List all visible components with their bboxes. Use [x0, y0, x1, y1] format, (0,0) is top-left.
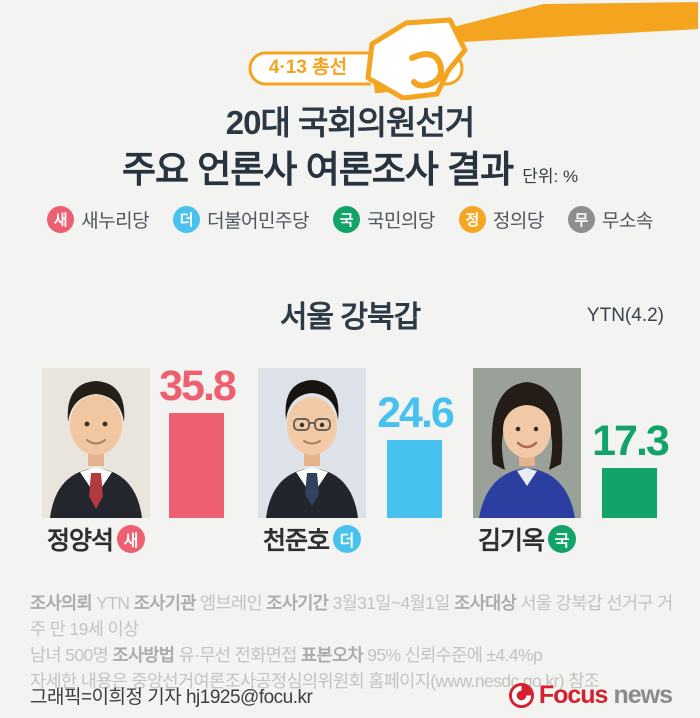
focusnews-logo: Focus news	[508, 681, 673, 710]
survey-note-line3: 자세한 내용은 중앙선거여론조사공정심의위원회 홈페이지(www.nesdc.g…	[30, 671, 600, 691]
logo-text-news: news	[613, 681, 673, 709]
party-legend: 새 새누리당 더 더불어민주당 국 국민의당 정 정의당 무 무소속	[0, 206, 700, 233]
bar-value-label: 17.3	[592, 417, 670, 465]
page-title-line2: 주요 언론사 여론조사 결과	[121, 149, 514, 190]
bar-value-label: 24.6	[377, 389, 455, 437]
bar-value-label: 35.8	[159, 362, 237, 410]
election-date-badge: 4·13 총선	[268, 57, 348, 78]
candidate-photo-kimgiok	[473, 368, 581, 518]
bar-kimgiok	[602, 468, 657, 518]
candidate-name: 김기옥	[477, 527, 545, 555]
bar-cheonjunho	[387, 440, 442, 518]
candidate-name-row: 김기옥 국	[453, 521, 601, 557]
party-badge-icon: 새	[47, 206, 75, 233]
candidate-photo-cheonjunho	[258, 368, 366, 518]
candidate-name-row: 천준호 더	[238, 521, 386, 557]
focusnews-logo-icon	[508, 682, 534, 709]
survey-note-line1: 조사의뢰 YTN 조사기관 엠브레인 조사기간 3월31일~4월1일 조사대상 …	[30, 593, 673, 639]
party-badge-icon: 정	[458, 206, 486, 233]
party-badge-icon: 무	[567, 206, 595, 233]
survey-note-line2: 남녀 500명 조사방법 유·무선 전화면접 표본오차 95% 신뢰수준에 ±4…	[30, 645, 543, 665]
page-title-line1: 20대 국회의원선거	[225, 104, 475, 141]
party-badge-icon: 국	[332, 206, 360, 233]
legend-item-minjoo: 더 더불어민주당	[173, 206, 309, 233]
logo-text-focus: Focus	[538, 681, 609, 709]
thumb-curl	[409, 51, 445, 89]
poll-source-label: YTN(4.2)	[586, 305, 664, 326]
legend-label: 국민의당	[366, 211, 435, 232]
legend-label: 새누리당	[81, 211, 150, 232]
candidate-photo-jungyangseok	[42, 368, 150, 518]
candidate-name: 정양석	[46, 527, 114, 555]
page-title-row: 주요 언론사 여론조사 결과 단위: %	[0, 139, 700, 193]
party-badge-icon: 새	[117, 525, 145, 553]
candidate-name: 천준호	[262, 527, 330, 555]
bar-jungyangseok	[169, 413, 224, 518]
legend-label: 정의당	[492, 211, 544, 232]
candidate-name-row: 정양석 새	[22, 521, 170, 557]
graphic-credit: 그래픽=이희정 기자 hj1925@focu.kr	[30, 687, 313, 708]
legend-label: 더불어민주당	[207, 211, 309, 232]
legend-label: 무소속	[601, 211, 653, 232]
unit-label: 단위: %	[522, 167, 579, 186]
legend-item-kukmin: 국 국민의당	[332, 206, 435, 233]
district-title: 서울 강북갑	[279, 301, 421, 334]
legend-item-saenuri: 새 새누리당	[47, 206, 150, 233]
legend-item-justice: 정 정의당	[458, 206, 544, 233]
party-badge-icon: 더	[333, 525, 361, 553]
party-badge-icon: 더	[173, 206, 201, 233]
legend-item-independent: 무 무소속	[567, 206, 653, 233]
survey-methodology-note: 조사의뢰 YTN 조사기관 엠브레인 조사기간 3월31일~4월1일 조사대상 …	[30, 590, 685, 694]
party-badge-icon: 국	[548, 525, 576, 553]
ballot-illustration	[248, 0, 700, 100]
